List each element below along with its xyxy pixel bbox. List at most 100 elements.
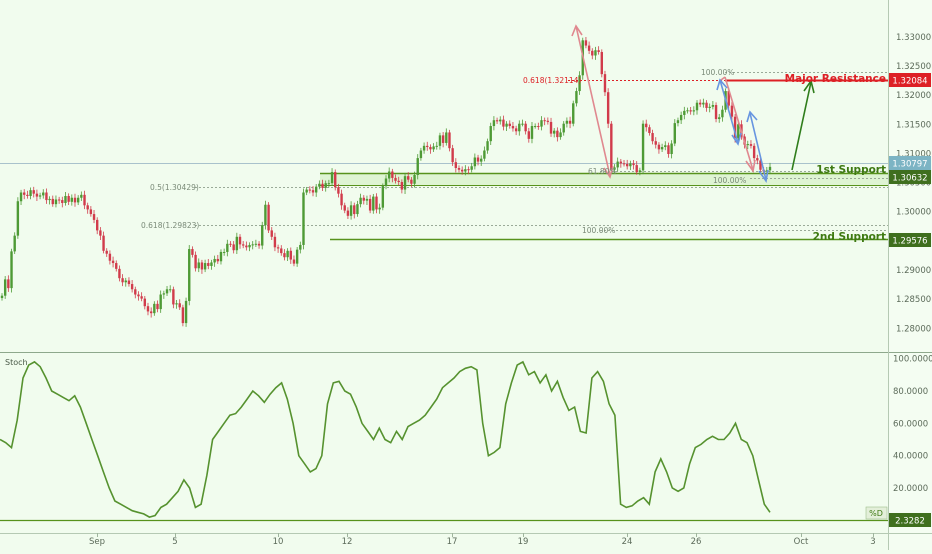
candle-38 bbox=[121, 274, 124, 287]
candle-141 bbox=[448, 129, 451, 152]
candle-63 bbox=[200, 259, 204, 274]
candle-69 bbox=[219, 249, 223, 265]
tag-support1: 1.30632 bbox=[892, 174, 927, 184]
candle-153 bbox=[486, 138, 489, 154]
candle-77 bbox=[245, 241, 248, 251]
candle-219 bbox=[695, 100, 699, 115]
candle-114 bbox=[362, 195, 365, 205]
fib-label-5: 0.618(1.29823) bbox=[141, 221, 199, 230]
x-tick-6: 24 bbox=[622, 537, 633, 547]
candle-106 bbox=[337, 183, 340, 198]
candle-102 bbox=[324, 180, 327, 192]
candle-235 bbox=[746, 140, 749, 150]
candle-157 bbox=[499, 116, 502, 125]
candle-51 bbox=[162, 290, 166, 299]
candle-222 bbox=[705, 100, 708, 112]
pink-leg-1 bbox=[575, 25, 611, 177]
candle-113 bbox=[359, 193, 362, 208]
candle-74 bbox=[235, 232, 239, 255]
candle-45 bbox=[143, 295, 147, 310]
candle-109 bbox=[346, 207, 350, 220]
candle-170 bbox=[540, 116, 543, 131]
y-tick-6: 1.30000 bbox=[896, 208, 931, 218]
candle-10 bbox=[32, 186, 35, 198]
candle-122 bbox=[387, 167, 391, 183]
candle-12 bbox=[38, 192, 42, 200]
candle-143 bbox=[454, 158, 458, 173]
candle-117 bbox=[372, 193, 375, 214]
candle-66 bbox=[210, 259, 213, 270]
candle-35 bbox=[111, 256, 115, 268]
candle-39 bbox=[124, 277, 127, 287]
fib-label-1: 100.00% bbox=[701, 68, 734, 77]
major-resistance-label: Major Resistance bbox=[785, 73, 886, 85]
candle-220 bbox=[698, 99, 702, 108]
candle-55 bbox=[175, 299, 178, 309]
candle-115 bbox=[365, 195, 369, 206]
x-tick-7: 26 bbox=[691, 537, 702, 547]
candle-189 bbox=[600, 49, 604, 78]
candle-224 bbox=[711, 101, 715, 110]
candle-145 bbox=[460, 166, 464, 175]
candle-92 bbox=[292, 255, 296, 267]
candle-232 bbox=[737, 120, 740, 141]
candle-116 bbox=[368, 194, 372, 214]
candle-91 bbox=[289, 247, 292, 264]
candle-158 bbox=[502, 115, 505, 131]
candle-110 bbox=[349, 201, 353, 220]
candle-195 bbox=[619, 158, 623, 168]
candle-142 bbox=[451, 144, 454, 166]
candle-87 bbox=[276, 244, 280, 253]
candle-218 bbox=[692, 106, 696, 116]
candle-169 bbox=[537, 122, 540, 130]
candle-105 bbox=[334, 169, 337, 191]
candle-86 bbox=[273, 232, 277, 252]
candle-184 bbox=[584, 37, 588, 49]
candle-175 bbox=[556, 127, 559, 142]
candle-210 bbox=[667, 142, 670, 158]
blue-leg-2 bbox=[749, 112, 767, 181]
candle-1 bbox=[3, 276, 7, 299]
candle-208 bbox=[660, 143, 664, 152]
candle-171 bbox=[543, 117, 546, 126]
candle-88 bbox=[280, 245, 283, 256]
candle-75 bbox=[238, 234, 242, 249]
candle-163 bbox=[518, 120, 521, 136]
candle-71 bbox=[226, 239, 229, 257]
candle-226 bbox=[718, 113, 721, 123]
candle-67 bbox=[213, 255, 216, 267]
candle-59 bbox=[188, 245, 191, 306]
candle-123 bbox=[391, 168, 394, 183]
candle-99 bbox=[314, 184, 318, 197]
candle-29 bbox=[92, 210, 96, 224]
stoch-y-tick-4: 20.0000 bbox=[893, 484, 928, 494]
candle-211 bbox=[670, 140, 673, 159]
candle-104 bbox=[330, 168, 334, 186]
candle-147 bbox=[467, 166, 470, 175]
candle-37 bbox=[118, 265, 121, 282]
candle-177 bbox=[562, 121, 565, 136]
candle-30 bbox=[96, 217, 99, 235]
candle-46 bbox=[146, 302, 150, 316]
candle-191 bbox=[606, 88, 610, 129]
candle-48 bbox=[153, 301, 156, 316]
candle-154 bbox=[489, 122, 492, 145]
stoch-y-tick-3: 40.0000 bbox=[893, 452, 928, 462]
candle-90 bbox=[286, 248, 289, 261]
candle-204 bbox=[648, 124, 651, 136]
candle-34 bbox=[108, 250, 112, 265]
candle-17 bbox=[54, 195, 58, 208]
candle-192 bbox=[610, 121, 613, 173]
candle-84 bbox=[267, 202, 270, 234]
candle-144 bbox=[457, 165, 461, 173]
candle-61 bbox=[194, 251, 197, 272]
target-arrow bbox=[791, 79, 815, 171]
candle-70 bbox=[222, 248, 226, 256]
candle-209 bbox=[664, 141, 667, 151]
candle-151 bbox=[480, 155, 483, 166]
candle-125 bbox=[397, 176, 400, 186]
candle-111 bbox=[353, 202, 356, 219]
candle-79 bbox=[251, 241, 254, 250]
candle-186 bbox=[591, 48, 594, 60]
